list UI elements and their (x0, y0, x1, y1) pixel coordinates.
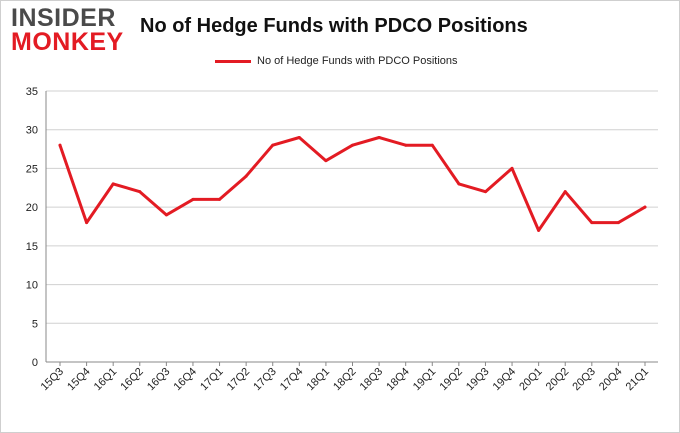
x-tick-label: 16Q4 (172, 366, 200, 394)
data-point (351, 143, 354, 147)
data-point (58, 143, 62, 147)
data-point (85, 221, 89, 225)
data-point (244, 174, 248, 178)
data-point (483, 190, 487, 194)
chart-title: No of Hedge Funds with PDCO Positions (140, 15, 528, 37)
y-tick-label: 15 (26, 241, 38, 253)
data-point (404, 143, 408, 147)
x-tick-label: 16Q3 (145, 366, 173, 394)
x-tick-label: 20Q1 (517, 366, 545, 394)
data-point (537, 228, 541, 232)
x-tick-label: 19Q2 (437, 366, 465, 394)
data-point (430, 143, 434, 147)
data-point (324, 159, 328, 163)
series-line-pdco (58, 136, 647, 232)
y-tick-label: 20 (26, 202, 38, 214)
x-tick-label: 18Q1 (305, 366, 333, 394)
x-tick-label: 17Q2 (225, 366, 253, 394)
data-point (297, 135, 301, 139)
x-tick-label: 16Q2 (118, 366, 146, 394)
data-point (457, 182, 461, 186)
data-point (563, 190, 567, 194)
logo-text-monkey: MONKEY (11, 28, 124, 56)
y-tick-label: 35 (26, 86, 38, 98)
data-point (590, 221, 594, 225)
data-point (510, 166, 514, 170)
data-point (191, 197, 195, 201)
data-point (138, 190, 142, 194)
x-tick-label: 17Q4 (278, 366, 306, 394)
legend-swatch (215, 59, 251, 63)
x-tick-label: 18Q3 (358, 366, 386, 394)
x-tick-label: 18Q2 (331, 366, 359, 394)
x-tick-label: 18Q4 (384, 366, 412, 394)
data-point (164, 213, 168, 217)
logo-text-insider: INSIDER (11, 4, 116, 32)
x-tick-label: 19Q1 (411, 366, 439, 394)
x-tick-label: 20Q2 (544, 366, 572, 394)
data-point (271, 143, 275, 147)
y-tick-label: 25 (26, 163, 38, 175)
data-point (643, 205, 647, 209)
x-tick-label: 17Q1 (198, 366, 226, 394)
x-tick-label: 20Q3 (570, 366, 598, 394)
x-tick-label: 16Q1 (92, 366, 120, 394)
x-tick-label: 20Q4 (597, 366, 625, 394)
x-tick-label: 15Q4 (65, 366, 93, 394)
x-tick-label: 19Q4 (491, 366, 519, 394)
x-tick-label: 19Q3 (464, 366, 492, 394)
data-point (111, 182, 115, 186)
data-point (218, 197, 222, 201)
x-tick-label: 21Q1 (624, 366, 652, 394)
data-point (616, 221, 620, 225)
y-tick-label: 10 (26, 280, 38, 292)
insider-monkey-logo: INSIDER MONKEY (11, 6, 126, 56)
data-point (377, 135, 381, 139)
y-tick-label: 30 (26, 125, 38, 137)
legend-label: No of Hedge Funds with PDCO Positions (257, 55, 458, 67)
chart-legend: No of Hedge Funds with PDCO Positions (215, 55, 458, 67)
x-tick-label: 15Q3 (39, 366, 67, 394)
y-tick-label: 5 (32, 318, 38, 330)
y-tick-label: 0 (32, 357, 38, 369)
x-tick-label: 17Q3 (251, 366, 279, 394)
